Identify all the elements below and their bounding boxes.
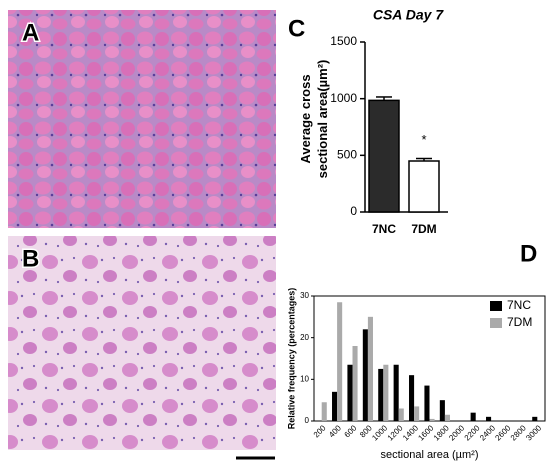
x-tick-label: 1400 bbox=[401, 423, 420, 442]
y-axis-label: Average cross sectional area(µm²) bbox=[298, 60, 330, 179]
bar bbox=[362, 329, 368, 421]
bar bbox=[486, 416, 492, 421]
bar bbox=[393, 364, 399, 421]
y-tick-label: 1500 bbox=[330, 34, 357, 48]
x-tick-label: 1000 bbox=[370, 423, 389, 442]
panel-label: B bbox=[22, 245, 39, 272]
x-tick-label: 1800 bbox=[432, 423, 451, 442]
histology-image-a bbox=[8, 10, 276, 228]
panel-label: C bbox=[288, 15, 305, 42]
bar bbox=[352, 346, 358, 421]
x-tick-label: 2000 bbox=[447, 423, 466, 442]
bar bbox=[368, 99, 400, 213]
legend-label: 7DM bbox=[507, 315, 532, 329]
legend-swatch bbox=[490, 318, 502, 328]
bar bbox=[414, 406, 420, 421]
x-tick-label: 200 bbox=[312, 423, 328, 439]
bar bbox=[383, 364, 389, 421]
y-tick-label: 500 bbox=[337, 148, 357, 162]
histology-image-b bbox=[8, 236, 276, 450]
y-tick-label: 1000 bbox=[330, 91, 357, 105]
x-axis-label: sectional area (µm²) bbox=[380, 449, 478, 461]
legend-swatch bbox=[490, 301, 502, 311]
bar bbox=[470, 412, 476, 421]
bar bbox=[398, 408, 404, 421]
x-tick-label: 1200 bbox=[386, 423, 405, 442]
x-tick-label: 3000 bbox=[524, 423, 543, 442]
x-tick-label: 2200 bbox=[463, 423, 482, 442]
bar bbox=[321, 402, 327, 421]
bar bbox=[409, 375, 415, 421]
y-tick-label: 30 bbox=[300, 291, 309, 300]
bar bbox=[439, 400, 445, 421]
legend-label: 7NC bbox=[507, 298, 531, 312]
bar bbox=[367, 316, 373, 421]
bar bbox=[332, 391, 338, 421]
bar bbox=[444, 414, 450, 421]
significance-mark: * bbox=[421, 132, 426, 147]
y-axis-label: Relative frequency (percentages) bbox=[286, 288, 296, 430]
bar bbox=[429, 418, 435, 421]
bar bbox=[378, 368, 384, 421]
bar bbox=[337, 302, 343, 421]
y-axis-label-line: Average cross bbox=[298, 74, 313, 163]
x-tick-label: 7NC bbox=[372, 222, 396, 236]
x-tick-label: 2400 bbox=[478, 423, 497, 442]
y-axis-label-line: sectional area(µm²) bbox=[315, 60, 330, 179]
x-tick-label: 600 bbox=[343, 423, 359, 439]
panel-label: A bbox=[22, 19, 39, 46]
x-tick-label: 400 bbox=[327, 423, 343, 439]
y-tick-label: 0 bbox=[305, 416, 310, 425]
y-tick-label: 0 bbox=[350, 204, 357, 218]
bar bbox=[532, 416, 538, 421]
y-tick-label: 20 bbox=[300, 333, 309, 342]
bar bbox=[424, 385, 430, 421]
panel-label: D bbox=[520, 240, 537, 267]
chart-title: CSA Day 7 bbox=[373, 7, 445, 23]
bar bbox=[347, 364, 353, 421]
x-tick-label: 7DM bbox=[411, 222, 436, 236]
x-tick-label: 2800 bbox=[509, 423, 528, 442]
bar bbox=[408, 160, 440, 213]
y-tick-label: 10 bbox=[300, 374, 309, 383]
x-tick-label: 2600 bbox=[493, 423, 512, 442]
x-tick-label: 1600 bbox=[416, 423, 435, 442]
